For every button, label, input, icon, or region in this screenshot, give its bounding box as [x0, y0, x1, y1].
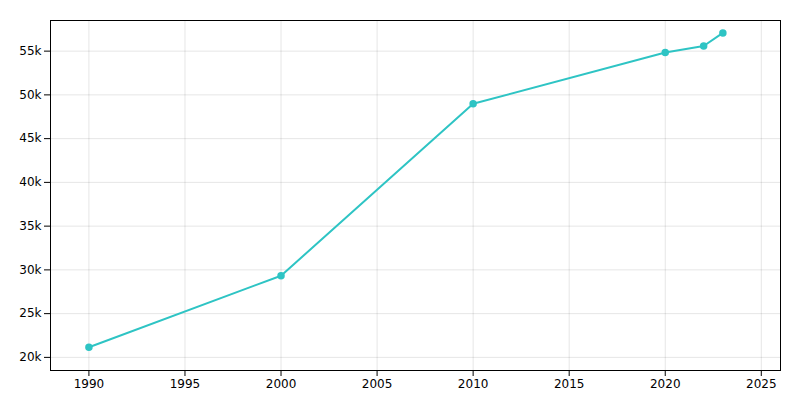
svg-text:1990: 1990 — [74, 377, 105, 391]
svg-text:2020: 2020 — [650, 377, 681, 391]
svg-text:30k: 30k — [19, 263, 41, 277]
svg-text:2005: 2005 — [362, 377, 393, 391]
svg-text:45k: 45k — [19, 131, 41, 145]
svg-text:2000: 2000 — [266, 377, 297, 391]
svg-text:1995: 1995 — [170, 377, 201, 391]
svg-text:2025: 2025 — [746, 377, 777, 391]
svg-text:2015: 2015 — [554, 377, 585, 391]
svg-text:40k: 40k — [19, 175, 41, 189]
svg-text:20k: 20k — [19, 350, 41, 364]
svg-text:35k: 35k — [19, 219, 41, 233]
svg-text:50k: 50k — [19, 88, 41, 102]
svg-text:25k: 25k — [19, 306, 41, 320]
svg-text:55k: 55k — [19, 44, 41, 58]
svg-text:2010: 2010 — [458, 377, 489, 391]
